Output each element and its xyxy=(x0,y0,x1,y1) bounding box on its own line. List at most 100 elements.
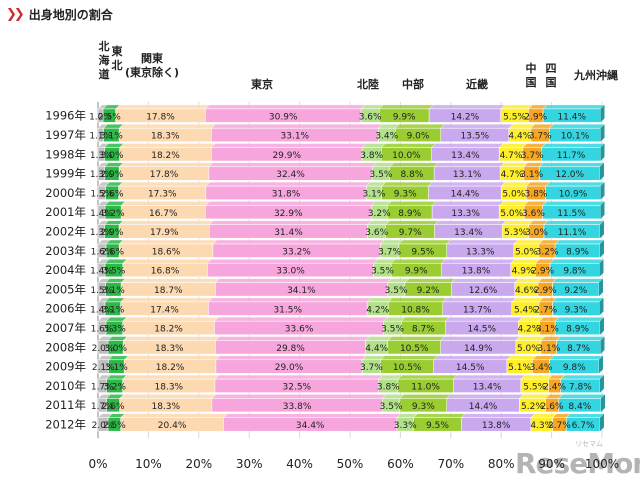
bar-top-face xyxy=(381,181,434,187)
data-label: 4.9% xyxy=(512,267,535,277)
series-label: 中 xyxy=(526,61,537,75)
data-label: 4.4% xyxy=(365,344,388,354)
data-label: 14.5% xyxy=(456,363,485,373)
bar-side-face xyxy=(600,394,605,412)
data-label: 3.0% xyxy=(101,151,124,161)
bar-top-face xyxy=(440,123,514,129)
bar-top-face xyxy=(387,336,446,341)
bar-side-face xyxy=(600,336,605,354)
bar-top-face xyxy=(389,162,439,168)
data-label: 10.8% xyxy=(401,305,430,315)
bar-top-face xyxy=(211,394,387,399)
bar-top-face xyxy=(123,355,221,360)
bar-top-face xyxy=(508,123,536,129)
data-label: 13.3% xyxy=(451,209,480,219)
data-label: 2.6% xyxy=(101,189,124,199)
series-label: 関東 xyxy=(141,51,164,65)
data-label: 3.8% xyxy=(377,382,400,392)
data-label: 3.5% xyxy=(102,267,125,277)
x-tick-label: 60% xyxy=(387,457,414,471)
data-label: 2.5% xyxy=(103,421,126,431)
data-label: 3.2% xyxy=(102,209,125,219)
series-label: 東京 xyxy=(251,77,273,91)
bar-top-face xyxy=(433,355,512,360)
data-label: 13.8% xyxy=(482,421,511,431)
data-label: 2.6% xyxy=(541,402,564,412)
series-label: 道 xyxy=(99,67,110,81)
data-label: 8.4% xyxy=(568,402,591,412)
bar-top-face xyxy=(500,104,533,110)
data-label: 2.6% xyxy=(101,247,124,257)
category-label: 2001年 xyxy=(45,205,86,219)
data-label: 34.1% xyxy=(287,286,316,296)
data-label: 3.0% xyxy=(104,344,127,354)
data-label: 8.7% xyxy=(412,325,435,335)
series-label: 海 xyxy=(99,53,110,67)
data-label: 3.7% xyxy=(521,151,544,161)
data-label: 2.5% xyxy=(98,112,121,122)
category-label: 2006年 xyxy=(45,302,86,316)
category-label: 1996年 xyxy=(45,109,86,123)
data-label: 2.9% xyxy=(524,112,547,122)
data-label: 1.3% xyxy=(90,228,113,238)
bar-side-face xyxy=(600,201,605,219)
data-label: 13.7% xyxy=(463,305,492,315)
bar-top-face xyxy=(386,201,437,206)
data-label: 3.1% xyxy=(536,325,559,335)
data-label: 32.9% xyxy=(274,209,303,219)
series-label: 国 xyxy=(546,76,557,89)
data-label: 17.8% xyxy=(150,170,179,180)
data-label: 9.2% xyxy=(564,286,587,296)
bar-top-face xyxy=(118,162,214,168)
data-label: 3.7% xyxy=(378,247,401,257)
bar-top-face xyxy=(399,394,452,399)
bar-top-face xyxy=(500,181,531,187)
x-tick-label: 100% xyxy=(585,457,619,471)
data-label: 9.8% xyxy=(563,267,586,277)
bar-top-face xyxy=(444,317,523,322)
category-labels: 1996年 1997年 1998年 1999年 2000年 2001年 2002年 2003年… xyxy=(45,109,86,432)
data-label: 1.1% xyxy=(89,132,112,142)
data-label: 3.8% xyxy=(360,151,383,161)
data-label: 3.7% xyxy=(529,132,552,142)
bar-top-face xyxy=(214,374,384,380)
bar-top-face xyxy=(498,201,529,206)
bar-top-face xyxy=(223,413,402,418)
data-label: 8.9% xyxy=(398,209,421,219)
data-label: 17.8% xyxy=(146,112,175,122)
data-label: 1.6% xyxy=(91,325,114,335)
bar-top-face xyxy=(428,104,506,110)
data-label: 3.1% xyxy=(520,170,543,180)
category-label: 2009年 xyxy=(45,360,86,374)
series-label: 四 xyxy=(546,62,557,75)
bar-top-face xyxy=(365,336,393,341)
bar-top-face xyxy=(501,220,534,225)
bar-side-face xyxy=(599,375,604,393)
data-label: 9.8% xyxy=(563,363,586,373)
bar-top-face xyxy=(517,317,544,322)
category-label: 2004年 xyxy=(45,263,86,277)
bar-top-face xyxy=(539,162,605,168)
bar-top-face xyxy=(204,201,376,206)
data-label: 13.1% xyxy=(453,170,482,180)
data-label: 16.8% xyxy=(151,267,180,277)
bar-top-face xyxy=(452,374,526,380)
bar-top-face xyxy=(120,278,220,283)
data-label: 1.7% xyxy=(91,402,114,412)
data-label: 3.6% xyxy=(359,112,382,122)
bar-top-face xyxy=(530,413,558,418)
data-label: 9.3% xyxy=(565,305,588,315)
bar-top-face xyxy=(210,143,367,148)
category-label: 2005年 xyxy=(45,282,86,296)
data-label: 18.3% xyxy=(151,132,180,142)
data-label: 1.6% xyxy=(91,247,114,257)
data-label: 10.5% xyxy=(400,344,429,354)
x-tick-label: 70% xyxy=(437,457,464,471)
data-label: 18.7% xyxy=(154,286,183,296)
data-label: 9.3% xyxy=(394,189,417,199)
bar-top-face xyxy=(390,259,446,264)
x-tick-label: 10% xyxy=(135,457,162,471)
series-label: 東 xyxy=(112,44,124,58)
